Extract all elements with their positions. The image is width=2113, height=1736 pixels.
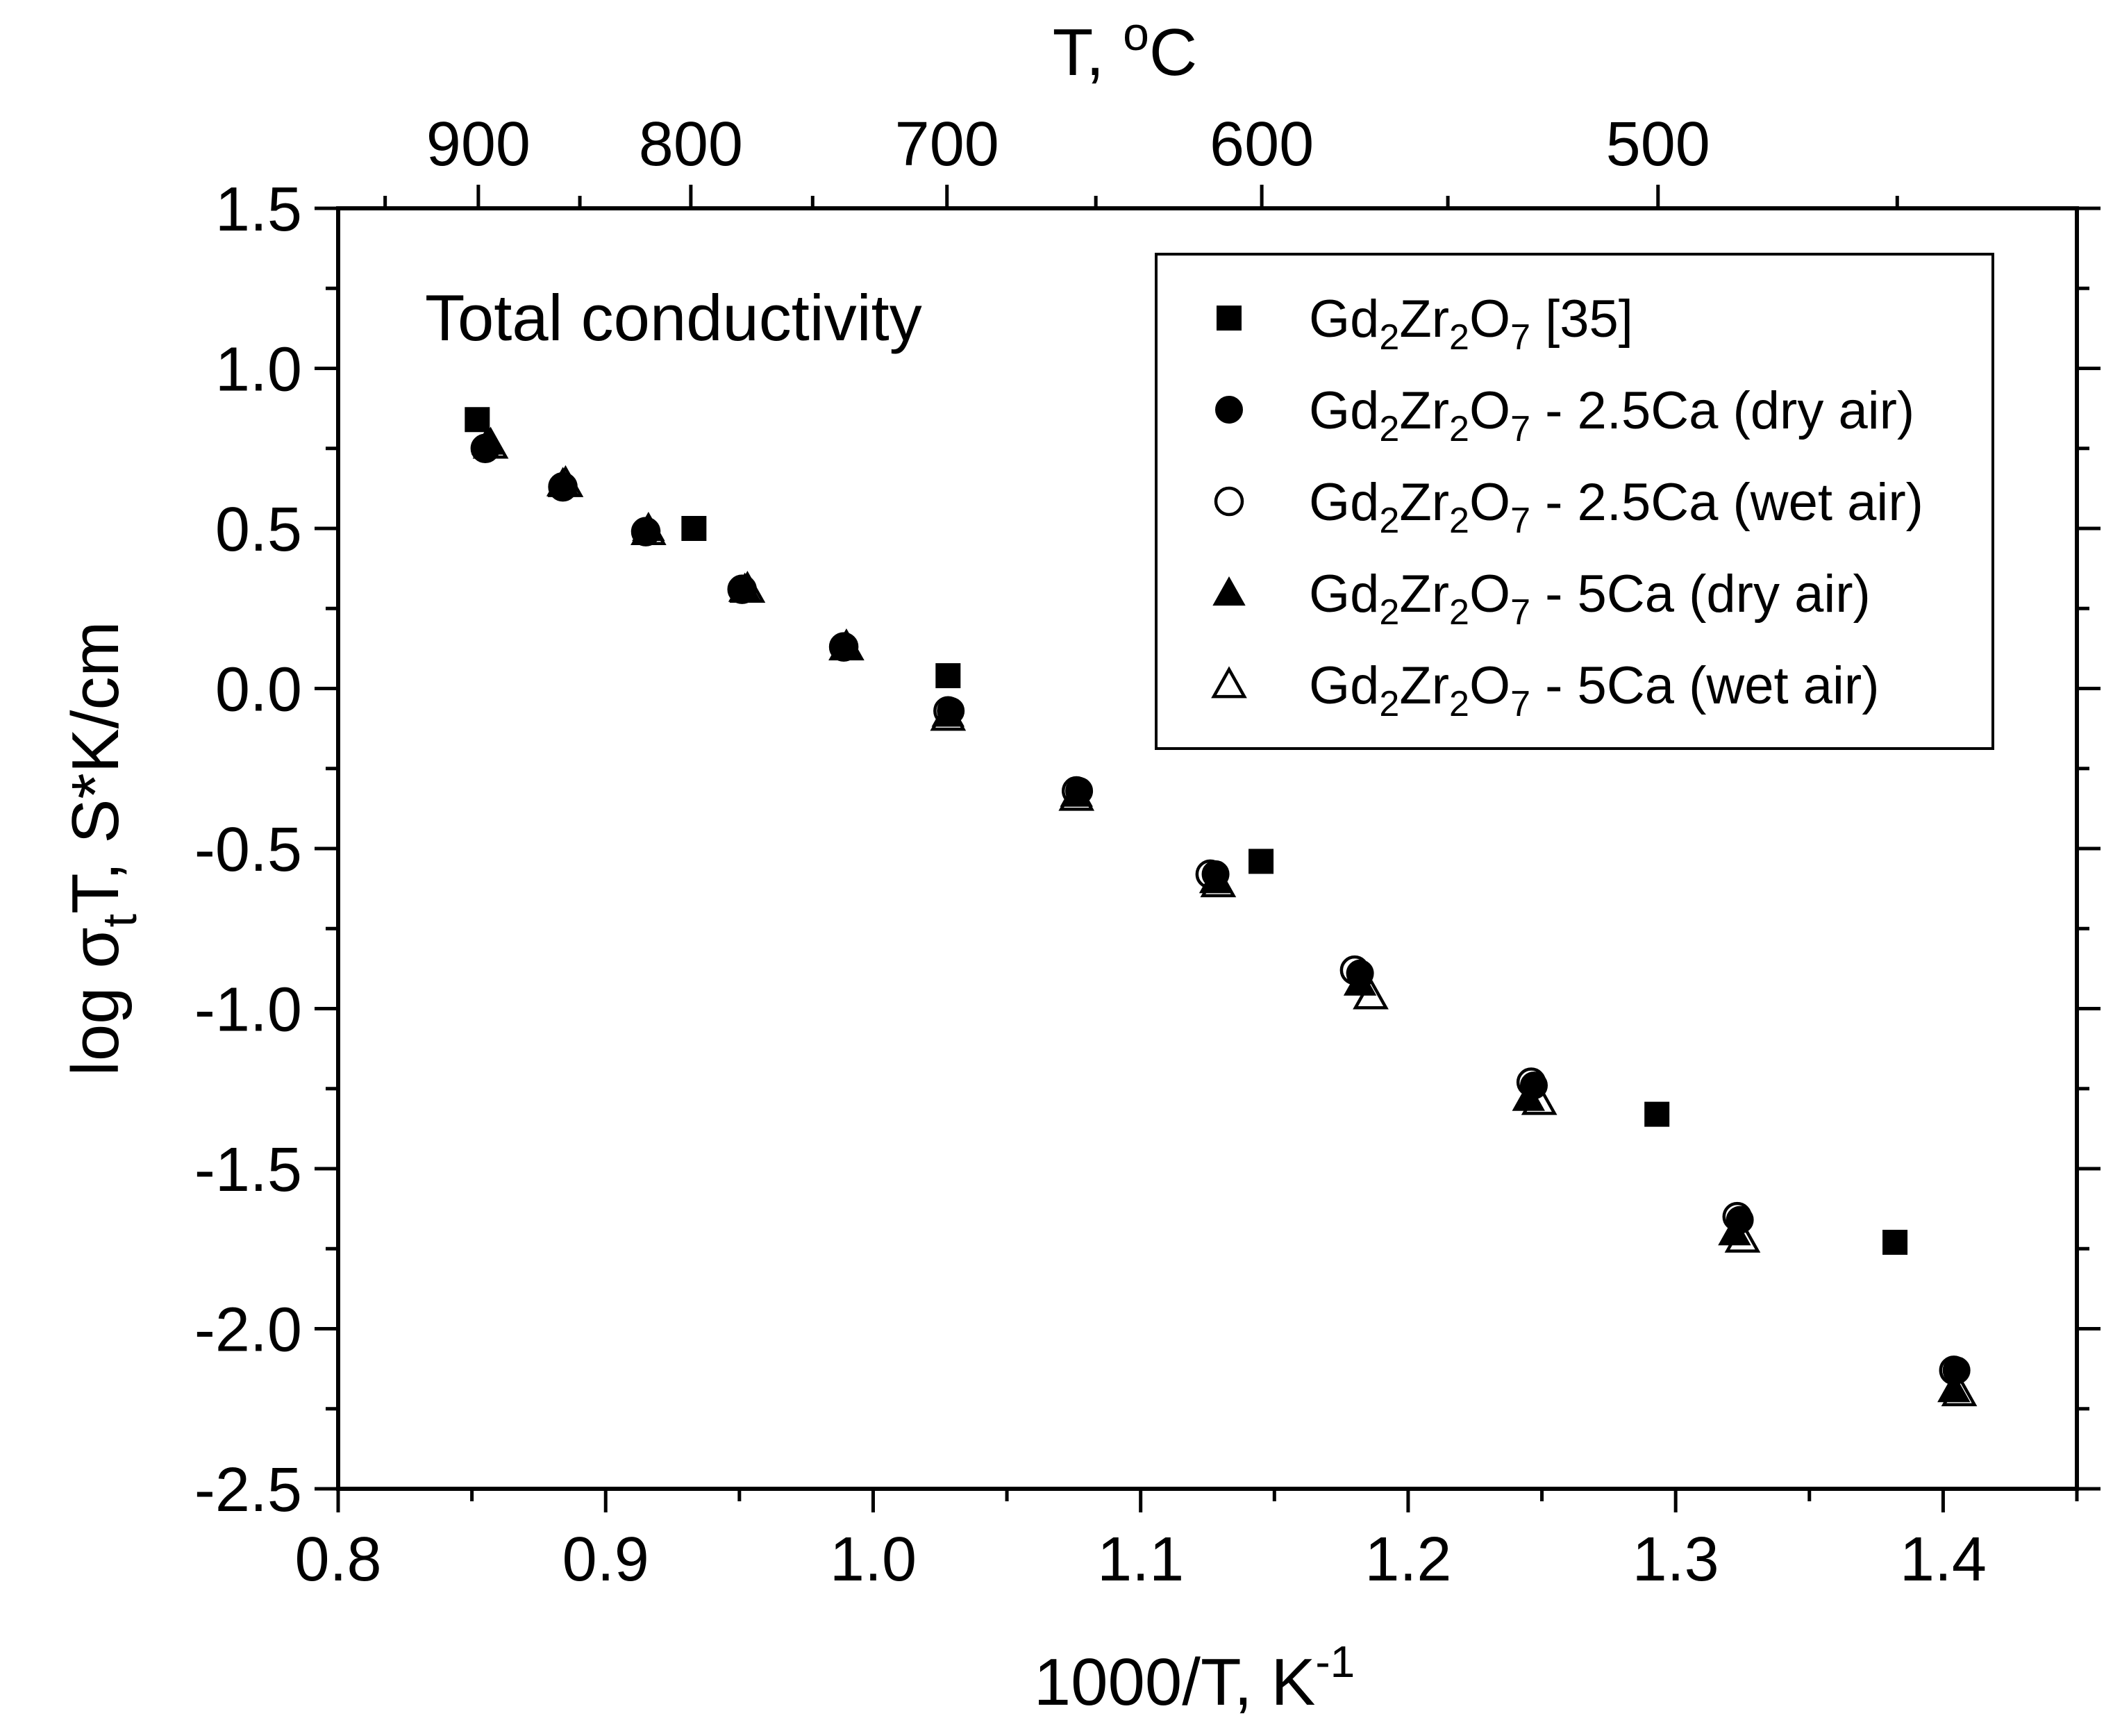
legend-marker-3 [1212,576,1246,606]
data-point-series-4 [828,628,865,660]
legend-box [1155,253,1994,750]
data-point-series-4 [1724,1220,1761,1253]
legend-marker-0 [1217,306,1242,331]
data-point-series-4 [1058,778,1095,811]
tick-labels: 0.8 0.9 1.0 1.1 1.2 1.3 1.4 -2.5 -2.0 -1.5 -1.0 -0.… [194,110,1987,1594]
data-point-series-3 [1718,1216,1751,1246]
y-tick-label: -2.5 [194,1455,302,1525]
data-point-series-3 [931,697,965,727]
data-point-series-0 [1644,1101,1670,1127]
data-point-series-4 [1200,865,1237,898]
data-point-series-4 [930,699,967,731]
data-point-series-0 [1882,1230,1908,1255]
top-axis-title-sup: o [1123,8,1149,60]
legend-marker-1 [1215,396,1243,424]
data-point-series-4 [630,513,667,546]
y-tick-label: -1.5 [194,1135,302,1205]
y-tick-label: 1.5 [215,175,302,244]
y-axis-title-sub: t [92,914,147,927]
y-axis-title: log σtT, S*K/cm [58,621,147,1076]
axis-ticks [315,185,2101,1512]
data-point-series-3 [632,511,665,542]
annotation-text: Total conductivity [425,281,922,354]
legend-label-2: Gd2Zr2O7 - 2.5Ca (wet air) [1309,473,1923,541]
x-axis-title: 1000/T, K-1 [1034,1637,1355,1719]
x-tick-label: 0.8 [294,1525,381,1594]
x-tick-label: 0.9 [562,1525,649,1594]
y-tick-label: 1.0 [215,335,302,405]
x-tick-label: 1.1 [1097,1525,1184,1594]
data-point-series-0 [935,663,961,689]
data-point-series-0 [681,516,707,541]
data-points [465,407,1978,1407]
top-axis-title-base: T, [1053,15,1123,90]
data-point-series-3 [1512,1081,1545,1111]
legend-label-3: Gd2Zr2O7 - 5Ca (dry air) [1309,565,1871,633]
y-tick-label: 0.5 [215,495,302,565]
y-axis-title-prefix: log σ [58,927,133,1076]
data-point-series-3 [1060,777,1093,807]
legend-label-0: Gd2Zr2O7 [35] [1309,290,1633,358]
data-point-series-0 [465,407,490,433]
legend-marker-2 [1214,486,1244,517]
top-tick-label: 800 [639,110,743,179]
x-tick-label: 1.3 [1632,1525,1719,1594]
x-tick-label: 1.4 [1900,1525,1987,1594]
y-tick-label: -0.5 [194,815,302,885]
top-tick-label: 700 [895,110,999,179]
legend-marker-4 [1211,666,1247,699]
y-tick-label: 0.0 [215,656,302,725]
top-axis-title: T, oC [1053,8,1198,90]
y-tick-label: -2.0 [194,1296,302,1365]
top-axis-title-unit: C [1149,15,1197,90]
data-point-series-4 [472,426,509,459]
top-tick-label: 500 [1606,110,1710,179]
data-point-series-4 [1941,1374,1978,1407]
x-axis-title-base: 1000/T, K [1034,1645,1316,1719]
legend-markers [1211,306,1247,699]
x-tick-label: 1.0 [830,1525,917,1594]
x-tick-label: 1.2 [1364,1525,1451,1594]
x-axis-title-sup: -1 [1315,1637,1355,1687]
legend: Gd2Zr2O7 [35] Gd2Zr2O7 - 2.5Ca (dry air)… [1155,253,1994,750]
data-point-series-4 [1521,1083,1557,1115]
data-point-series-0 [1248,849,1274,874]
top-tick-label: 900 [426,110,531,179]
data-point-series-4 [547,465,584,497]
y-tick-label: -1.0 [194,976,302,1045]
data-point-series-4 [1353,977,1389,1010]
data-point-series-4 [729,570,766,603]
legend-label-1: Gd2Zr2O7 - 2.5Ca (dry air) [1309,381,1914,449]
legend-label-4: Gd2Zr2O7 - 5Ca (wet air) [1309,656,1880,724]
y-axis-title-suffix: T, S*K/cm [58,621,133,914]
top-tick-label: 600 [1210,110,1314,179]
